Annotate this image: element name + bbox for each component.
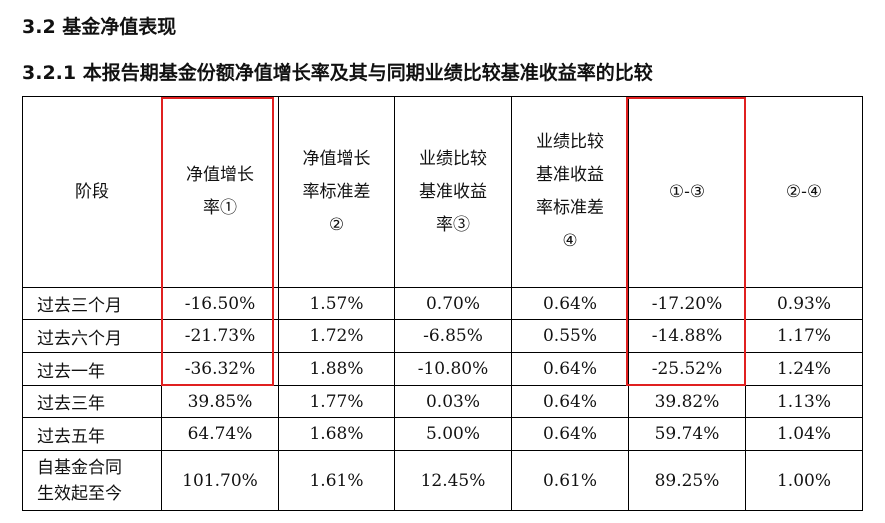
table-row: 过去三年 39.85% 1.77% 0.03% 0.64% 39.82% 1.1… <box>22 385 863 418</box>
performance-table: 阶段 净值增长 率① 净值增长 率标准差 ② 业绩比较 基准收益 率③ 业绩比较 基准收益率… <box>22 96 863 511</box>
header-row: 阶段 净值增长 率① 净值增长 率标准差 ② 业绩比较 基准收益 率③ 业绩比较 基准收益率… <box>22 96 863 288</box>
value-cell: 1.77% <box>278 385 395 418</box>
table-row: 过去六个月 -21.73% 1.72% -6.85% 0.55% -14.88%… <box>22 319 863 353</box>
value-cell: 0.61% <box>511 450 629 511</box>
value-cell: 89.25% <box>628 450 746 511</box>
table-row: 过去一年 -36.32% 1.88% -10.80% 0.64% -25.52%… <box>22 352 863 386</box>
stage-cell: 过去六个月 <box>22 319 162 353</box>
value-cell: 0.64% <box>511 417 629 451</box>
value-cell: 39.85% <box>161 385 279 418</box>
subsection-title: 3.2.1 本报告期基金份额净值增长率及其与同期业绩比较基准收益率的比较 <box>22 62 653 84</box>
header-diff-1-3: ①-③ <box>628 96 746 288</box>
stage-cell: 过去五年 <box>22 417 162 451</box>
section-title: 3.2 基金净值表现 <box>22 16 177 38</box>
header-nav-growth-std: 净值增长 率标准差 ② <box>278 96 395 288</box>
value-cell: 39.82% <box>628 385 746 418</box>
stage-cell: 过去三年 <box>22 385 162 418</box>
value-cell: 0.64% <box>511 287 629 320</box>
value-cell: -21.73% <box>161 319 279 353</box>
value-cell: 1.68% <box>278 417 395 451</box>
value-cell: 64.74% <box>161 417 279 451</box>
header-nav-growth: 净值增长 率① <box>161 96 279 288</box>
value-cell: -36.32% <box>161 352 279 386</box>
stage-cell: 过去一年 <box>22 352 162 386</box>
value-cell: 12.45% <box>394 450 512 511</box>
stage-cell: 自基金合同 生效起至今 <box>22 450 162 511</box>
value-cell: 101.70% <box>161 450 279 511</box>
value-cell: -16.50% <box>161 287 279 320</box>
value-cell: 0.70% <box>394 287 512 320</box>
value-cell: 0.64% <box>511 385 629 418</box>
value-cell: 0.93% <box>745 287 863 320</box>
value-cell: -17.20% <box>628 287 746 320</box>
header-benchmark-std: 业绩比较 基准收益 率标准差 ④ <box>511 96 629 288</box>
value-cell: 1.13% <box>745 385 863 418</box>
header-stage: 阶段 <box>22 96 162 288</box>
value-cell: 1.57% <box>278 287 395 320</box>
value-cell: 1.17% <box>745 319 863 353</box>
value-cell: -25.52% <box>628 352 746 386</box>
value-cell: 1.72% <box>278 319 395 353</box>
stage-cell: 过去三个月 <box>22 287 162 320</box>
value-cell: 0.03% <box>394 385 512 418</box>
value-cell: 1.61% <box>278 450 395 511</box>
value-cell: -10.80% <box>394 352 512 386</box>
value-cell: 1.04% <box>745 417 863 451</box>
value-cell: 1.24% <box>745 352 863 386</box>
value-cell: -6.85% <box>394 319 512 353</box>
value-cell: 5.00% <box>394 417 512 451</box>
value-cell: -14.88% <box>628 319 746 353</box>
value-cell: 0.55% <box>511 319 629 353</box>
table-row: 自基金合同 生效起至今 101.70% 1.61% 12.45% 0.61% 89… <box>22 450 863 511</box>
header-diff-2-4: ②-④ <box>745 96 863 288</box>
value-cell: 1.00% <box>745 450 863 511</box>
value-cell: 0.64% <box>511 352 629 386</box>
value-cell: 59.74% <box>628 417 746 451</box>
header-benchmark-return: 业绩比较 基准收益 率③ <box>394 96 512 288</box>
value-cell: 1.88% <box>278 352 395 386</box>
table-row: 过去五年 64.74% 1.68% 5.00% 0.64% 59.74% 1.0… <box>22 417 863 451</box>
table-row: 过去三个月 -16.50% 1.57% 0.70% 0.64% -17.20% … <box>22 287 863 320</box>
